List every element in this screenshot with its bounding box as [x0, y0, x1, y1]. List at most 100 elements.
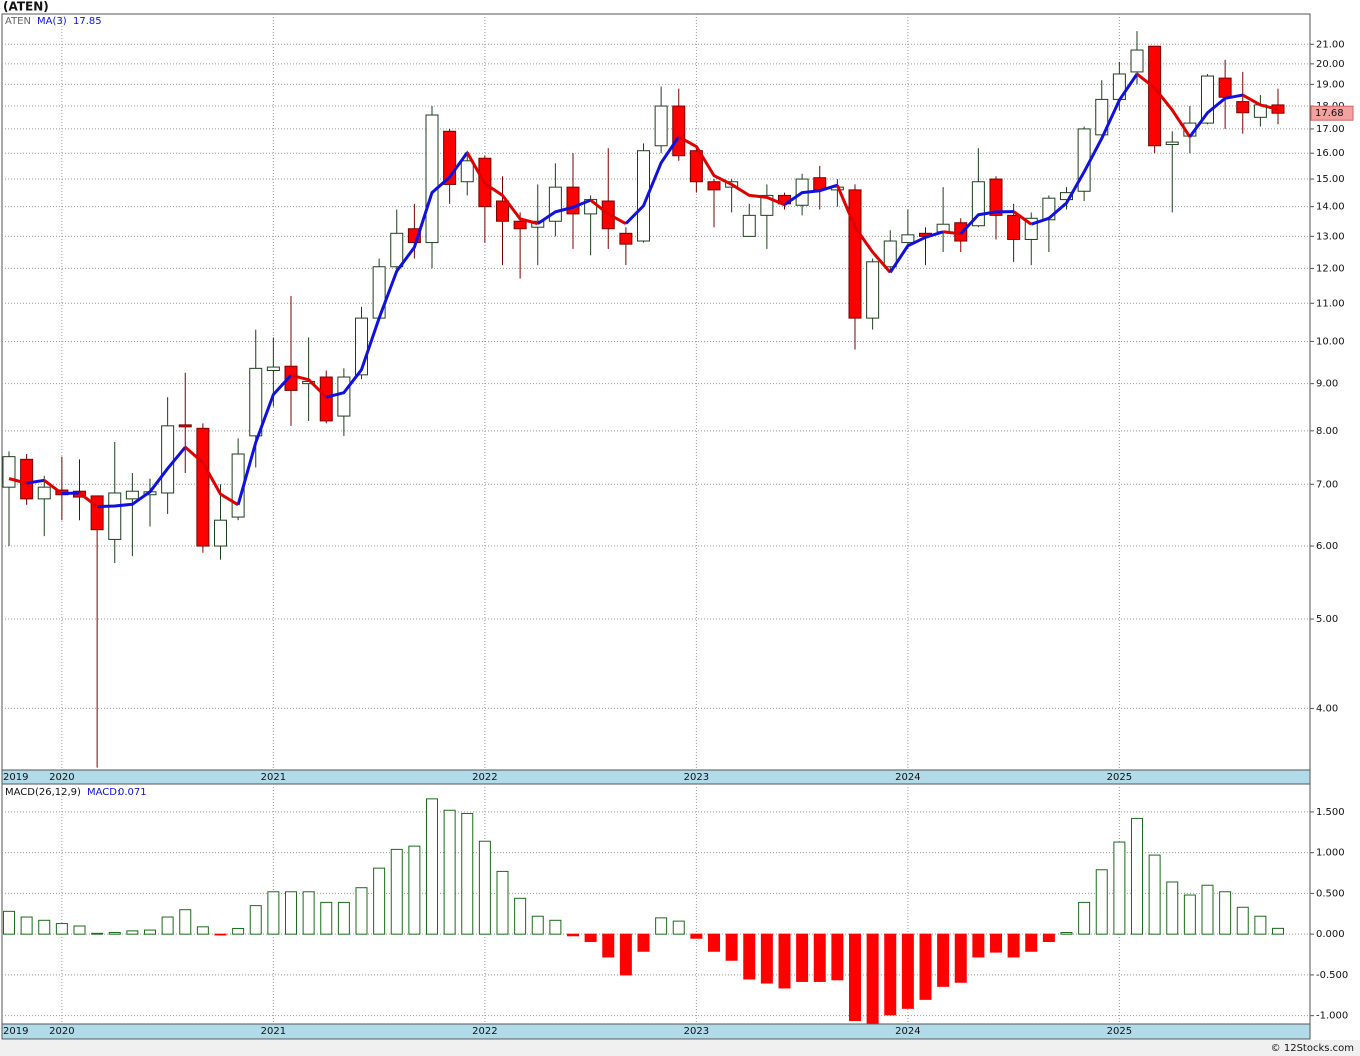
candle-body — [108, 492, 122, 540]
candle-body — [125, 490, 139, 500]
candle-body — [266, 366, 280, 372]
macd-bar — [232, 927, 245, 935]
ma-line — [61, 491, 80, 496]
candle-body — [161, 425, 175, 494]
macd-bar — [196, 926, 209, 935]
macd-bar — [1095, 869, 1108, 935]
y-tick-label: 13.00 — [1316, 231, 1345, 242]
y-tick-label: 20.00 — [1316, 59, 1345, 70]
candle-body — [37, 486, 51, 500]
macd-bar — [1201, 884, 1214, 935]
candle-body — [531, 220, 545, 228]
macd-title: MACD(26,12,9) — [5, 787, 81, 798]
candle-body — [637, 150, 650, 242]
macd-bar — [760, 933, 773, 984]
y-tick-label: 0.000 — [1316, 929, 1345, 940]
ma-line — [290, 373, 328, 399]
macd-bar — [1166, 881, 1179, 935]
macd-bar — [919, 933, 932, 1000]
macd-bar — [584, 933, 597, 942]
candle-body — [1060, 192, 1073, 201]
candle-body — [1148, 45, 1162, 147]
ma-line — [783, 183, 838, 206]
macd-bar — [884, 933, 897, 1016]
footer: © 12Stocks.com — [1271, 1043, 1354, 1054]
candle-body — [1165, 141, 1179, 146]
macd-bar — [1025, 933, 1038, 952]
y-tick-label: 1.500 — [1316, 807, 1345, 818]
candle-body — [319, 376, 333, 422]
macd-bar — [778, 933, 791, 989]
candle-body — [742, 214, 756, 237]
ma-line — [43, 479, 63, 495]
candle-body — [178, 424, 192, 428]
candle-body — [513, 220, 527, 230]
macd-bar — [708, 933, 720, 952]
y-tick-label: 6.00 — [1316, 541, 1338, 552]
candle-body — [1130, 49, 1144, 73]
macd-bar — [426, 798, 438, 935]
macd-bar — [91, 932, 104, 935]
ma-line — [1242, 93, 1279, 111]
ma-line — [888, 230, 944, 274]
candle-body — [1007, 214, 1021, 240]
legend-macd: MACD: — [87, 787, 120, 798]
y-tick-label: -0.500 — [1316, 970, 1348, 981]
x-tick-label: 2022 — [472, 772, 497, 783]
x-tick-label: 2023 — [684, 1026, 709, 1037]
candle-body — [707, 181, 721, 191]
candle-body — [214, 519, 227, 547]
macd-bar — [937, 933, 950, 987]
macd-bar — [972, 933, 985, 958]
macd-bar — [55, 923, 68, 935]
macd-bar — [531, 915, 544, 935]
legend-ticker: ATEN — [5, 16, 31, 27]
macd-bar — [337, 901, 350, 935]
macd-bar — [144, 929, 156, 935]
candle-body — [337, 376, 351, 417]
candle-body — [989, 178, 1003, 216]
candle-body — [1236, 101, 1250, 114]
x-tick-label: 2025 — [1107, 772, 1132, 783]
last-price-box — [1310, 105, 1354, 121]
candle-body — [390, 232, 404, 268]
macd-bar — [1007, 933, 1020, 958]
macd-bar — [514, 897, 527, 935]
y-tick-label: 17.00 — [1316, 124, 1345, 135]
macd-bar — [690, 933, 703, 939]
chart-title: (ATEN) — [3, 0, 49, 14]
ma-line — [97, 446, 187, 509]
ma-line — [536, 198, 592, 225]
candle-body — [760, 194, 774, 216]
x-tick-label: 2024 — [895, 772, 920, 783]
macd-bar — [408, 845, 421, 935]
candle-body — [672, 105, 686, 157]
candle-body — [20, 458, 34, 500]
macd-bar — [179, 909, 192, 935]
macd-bar — [478, 840, 491, 935]
ma-line — [1136, 72, 1192, 138]
candle-body — [249, 367, 263, 437]
macd-bar — [1236, 906, 1249, 935]
macd-bar — [461, 813, 474, 935]
macd-bar — [901, 933, 914, 1009]
ma-line — [1012, 210, 1033, 226]
candle-body — [619, 232, 633, 245]
legend-ma-value: 17.85 — [73, 16, 102, 27]
x-tick-label: 2020 — [49, 772, 74, 783]
macd-bar — [38, 919, 51, 935]
macd-bar — [1060, 932, 1073, 935]
y-tick-label: 7.00 — [1316, 479, 1338, 490]
x-tick-label: 2025 — [1107, 1026, 1132, 1037]
candle-body — [425, 114, 439, 244]
macd-bar — [1078, 901, 1091, 935]
ma-line — [8, 477, 27, 485]
macd-bar — [73, 925, 86, 935]
macd-bar — [866, 933, 879, 1024]
ma-line — [835, 184, 892, 274]
ma-line — [26, 478, 45, 485]
candle-body — [90, 495, 104, 531]
candle-body — [2, 456, 16, 488]
candle-body — [496, 200, 509, 222]
